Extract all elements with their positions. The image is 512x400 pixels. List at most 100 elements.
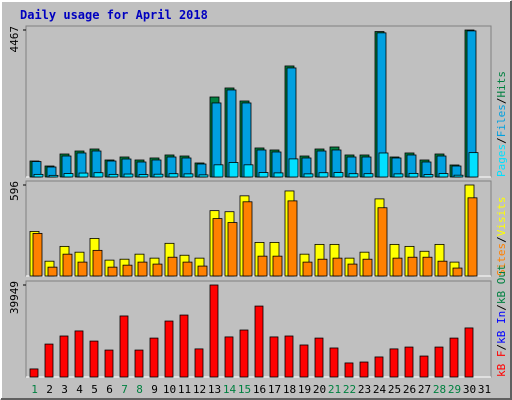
bar bbox=[378, 152, 389, 178]
bar bbox=[119, 315, 129, 378]
bar bbox=[242, 201, 253, 277]
legend-entry: kB In bbox=[495, 311, 508, 344]
bar bbox=[89, 340, 99, 378]
bar bbox=[243, 164, 254, 178]
x-tick-label: 5 bbox=[91, 383, 98, 396]
legend-entry: Pages bbox=[495, 144, 508, 177]
bar bbox=[227, 222, 238, 277]
bar bbox=[392, 257, 403, 277]
bar bbox=[228, 162, 239, 178]
x-tick-label: 10 bbox=[163, 383, 176, 396]
bar bbox=[314, 337, 324, 378]
bar bbox=[167, 256, 178, 277]
x-tick-label: 14 bbox=[223, 383, 237, 396]
y-tick-label: 596 bbox=[8, 181, 21, 201]
bar bbox=[179, 314, 189, 378]
bar bbox=[374, 356, 384, 378]
bar bbox=[149, 337, 159, 378]
bar bbox=[348, 173, 359, 178]
legend: Sites/Visits bbox=[495, 197, 508, 277]
x-tick-label: 8 bbox=[136, 383, 143, 396]
bar bbox=[93, 172, 104, 178]
legend-entry: Visits bbox=[495, 197, 508, 237]
chart-title: Daily usage for April 2018 bbox=[20, 8, 208, 22]
x-tick-label: 7 bbox=[121, 383, 128, 396]
bar bbox=[137, 261, 148, 277]
bar bbox=[107, 266, 118, 277]
bar bbox=[272, 255, 283, 277]
bar bbox=[74, 330, 84, 378]
bar bbox=[224, 336, 234, 378]
bar bbox=[122, 264, 133, 277]
bar bbox=[423, 174, 434, 178]
bar bbox=[239, 329, 249, 378]
bar bbox=[333, 172, 344, 178]
x-tick-label: 25 bbox=[388, 383, 401, 396]
legend-separator: / bbox=[495, 98, 508, 105]
bar bbox=[453, 174, 464, 178]
x-tick-label: 27 bbox=[418, 383, 431, 396]
legend-separator: / bbox=[495, 344, 508, 351]
x-tick-label: 3 bbox=[61, 383, 68, 396]
bar bbox=[254, 305, 264, 378]
bar bbox=[468, 152, 479, 178]
legend-separator: / bbox=[495, 304, 508, 311]
x-tick-label: 12 bbox=[193, 383, 206, 396]
bar bbox=[438, 173, 449, 178]
bar bbox=[33, 173, 44, 178]
bar bbox=[303, 173, 314, 178]
bar bbox=[153, 173, 164, 178]
x-tick-label: 2 bbox=[46, 383, 53, 396]
bar bbox=[408, 172, 419, 178]
bar bbox=[194, 348, 204, 378]
bar bbox=[404, 346, 414, 378]
bar bbox=[257, 255, 268, 277]
bar bbox=[407, 256, 418, 277]
legend-separator: / bbox=[495, 137, 508, 144]
bar bbox=[104, 349, 114, 378]
bar bbox=[44, 343, 54, 378]
bar bbox=[48, 174, 59, 178]
bar bbox=[198, 174, 209, 178]
x-tick-label: 30 bbox=[463, 383, 476, 396]
x-tick-label: 6 bbox=[106, 383, 113, 396]
bar bbox=[182, 261, 193, 277]
bar bbox=[258, 172, 269, 178]
x-tick-label: 19 bbox=[298, 383, 311, 396]
x-tick-label: 23 bbox=[358, 383, 371, 396]
x-tick-label: 31 bbox=[478, 383, 491, 396]
x-tick-label: 1 bbox=[31, 383, 38, 396]
x-tick-label: 29 bbox=[448, 383, 461, 396]
bar bbox=[318, 172, 329, 178]
bar bbox=[47, 266, 58, 277]
bar bbox=[347, 263, 358, 277]
bar bbox=[197, 265, 208, 277]
bar bbox=[287, 200, 298, 277]
x-tick-label: 13 bbox=[208, 383, 221, 396]
legend-entry: Sites bbox=[495, 243, 508, 276]
bar bbox=[393, 173, 404, 178]
bar bbox=[332, 257, 343, 277]
x-tick-label: 20 bbox=[313, 383, 326, 396]
bar bbox=[123, 173, 134, 178]
bar bbox=[29, 368, 39, 378]
bar bbox=[77, 261, 88, 277]
bar bbox=[92, 249, 103, 277]
legend-entry: Files bbox=[495, 104, 508, 137]
bar bbox=[362, 258, 373, 277]
legend-separator: / bbox=[495, 236, 508, 243]
bar bbox=[437, 260, 448, 277]
bar bbox=[422, 256, 433, 277]
x-tick-label: 16 bbox=[253, 383, 266, 396]
bar bbox=[434, 346, 444, 378]
bar bbox=[212, 218, 223, 277]
bar bbox=[359, 361, 369, 378]
bar bbox=[419, 355, 429, 378]
bar bbox=[59, 335, 69, 378]
legend-entry: kB Out bbox=[495, 264, 508, 304]
bar bbox=[138, 174, 149, 178]
bar bbox=[273, 172, 284, 178]
bar bbox=[302, 261, 313, 277]
x-tick-label: 24 bbox=[373, 383, 387, 396]
